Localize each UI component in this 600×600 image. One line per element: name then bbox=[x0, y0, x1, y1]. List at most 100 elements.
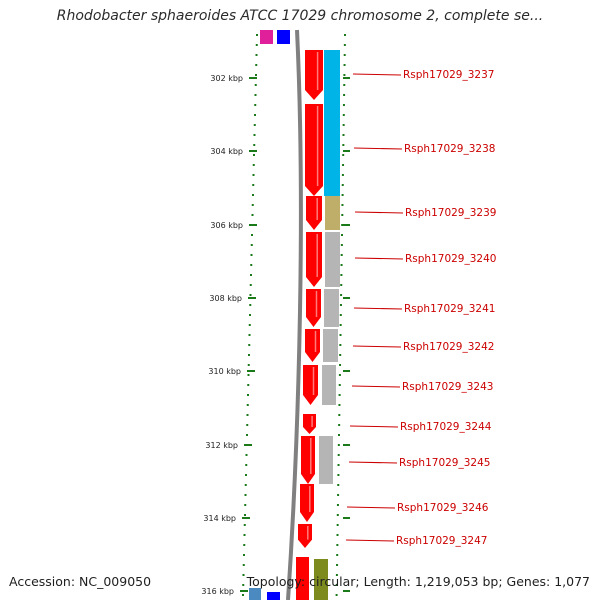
boundary-dot-right bbox=[344, 34, 346, 36]
boundary-dot-left bbox=[243, 534, 246, 536]
gene-label[interactable]: Rsph17029_3243 bbox=[402, 381, 493, 393]
boundary-dot-right bbox=[343, 44, 346, 46]
boundary-dot-left bbox=[242, 594, 244, 596]
boundary-dot-left bbox=[251, 214, 254, 216]
ruler-label: 314 kbp bbox=[203, 514, 236, 523]
boundary-dot-left bbox=[244, 514, 246, 516]
boundary-dot-right bbox=[343, 84, 346, 86]
cog-block[interactable] bbox=[325, 196, 340, 230]
ruler-tick-right bbox=[343, 77, 350, 79]
leader-line bbox=[352, 345, 402, 348]
boundary-dot-left bbox=[246, 434, 248, 436]
boundary-dot-left bbox=[243, 554, 245, 556]
boundary-dot-right bbox=[337, 484, 340, 486]
boundary-dot-left bbox=[243, 524, 246, 526]
boundary-dot-left bbox=[248, 324, 251, 326]
boundary-dot-right bbox=[340, 274, 343, 276]
boundary-dot-right bbox=[338, 374, 341, 376]
gene-arrow-Rsph17029_3239[interactable] bbox=[306, 196, 322, 230]
ruler-tick-right bbox=[343, 150, 350, 152]
gene-label[interactable]: Rsph17029_3239 bbox=[405, 207, 496, 219]
boundary-dot-right bbox=[335, 574, 338, 576]
boundary-dot-right bbox=[338, 404, 341, 406]
boundary-dot-right bbox=[341, 174, 344, 176]
cog-block[interactable] bbox=[325, 232, 340, 287]
boundary-dot-right bbox=[343, 64, 346, 66]
boundary-dot-left bbox=[255, 74, 257, 76]
partial-gene-magenta[interactable] bbox=[260, 30, 273, 44]
ruler-tick-right bbox=[343, 224, 350, 226]
gene-arrow-Rsph17029_3245[interactable] bbox=[301, 436, 315, 484]
cog-block[interactable] bbox=[322, 365, 336, 405]
gene-label[interactable]: Rsph17029_3247 bbox=[396, 535, 487, 547]
gene-label[interactable]: Rsph17029_3237 bbox=[403, 69, 494, 81]
cog-block[interactable] bbox=[324, 104, 340, 196]
gene-label[interactable]: Rsph17029_3242 bbox=[403, 341, 494, 353]
cog-block[interactable] bbox=[319, 436, 333, 484]
partial-gene-red-bottom[interactable] bbox=[296, 557, 309, 600]
boundary-dot-left bbox=[255, 44, 258, 46]
boundary-dot-left bbox=[252, 174, 255, 176]
cog-block[interactable] bbox=[324, 289, 339, 327]
gene-label[interactable]: Rsph17029_3241 bbox=[404, 303, 495, 315]
ruler-tick bbox=[242, 517, 250, 519]
boundary-dot-right bbox=[336, 554, 339, 556]
leader-line bbox=[346, 506, 396, 509]
boundary-dot-right bbox=[340, 244, 343, 246]
gene-arrow-Rsph17029_3237[interactable] bbox=[305, 50, 323, 100]
boundary-dot-left bbox=[248, 344, 251, 346]
gene-arrow-Rsph17029_3240[interactable] bbox=[306, 232, 322, 287]
boundary-dot-right bbox=[339, 304, 342, 306]
partial-gene-steelblue-bottom[interactable] bbox=[249, 588, 261, 600]
boundary-dot-right bbox=[336, 544, 339, 546]
gene-arrow-Rsph17029_3238[interactable] bbox=[305, 104, 323, 196]
gene-label[interactable]: Rsph17029_3244 bbox=[400, 421, 492, 433]
gene-label[interactable]: Rsph17029_3240 bbox=[405, 253, 496, 265]
boundary-dot-right bbox=[342, 104, 345, 106]
boundary-dot-left bbox=[254, 114, 256, 116]
page-title: Rhodobacter sphaeroides ATCC 17029 chrom… bbox=[56, 8, 544, 24]
leader-lines bbox=[345, 73, 404, 542]
partial-gene-blue[interactable] bbox=[277, 30, 290, 44]
gene-label[interactable]: Rsph17029_3238 bbox=[404, 143, 495, 155]
boundary-dot-left bbox=[245, 474, 247, 476]
cog-blocks bbox=[319, 50, 340, 484]
boundary-dot-right bbox=[341, 214, 344, 216]
gene-label[interactable]: Rsph17029_3245 bbox=[399, 457, 490, 469]
boundary-dot-right bbox=[341, 234, 343, 236]
ruler-tick bbox=[249, 150, 257, 152]
boundary-dot-right bbox=[341, 184, 344, 186]
boundary-dot-left bbox=[244, 494, 247, 496]
boundary-dot-left bbox=[246, 404, 249, 406]
boundary-dot-left bbox=[243, 544, 246, 546]
boundary-dot-left bbox=[252, 164, 255, 166]
leader-line bbox=[351, 385, 401, 388]
ruler-tick-right bbox=[343, 444, 350, 446]
boundary-dot-left bbox=[255, 64, 258, 66]
leader-line bbox=[349, 425, 399, 428]
boundary-dot-right bbox=[342, 154, 345, 156]
boundary-dot-right bbox=[337, 494, 340, 496]
boundary-dot-left bbox=[246, 424, 249, 426]
ruler-tick bbox=[249, 224, 257, 226]
boundary-dot-right bbox=[339, 334, 342, 336]
boundary-dot-left bbox=[256, 34, 258, 36]
cog-block[interactable] bbox=[323, 329, 338, 362]
gene-label[interactable]: Rsph17029_3246 bbox=[397, 502, 489, 514]
boundary-dot-right bbox=[335, 584, 338, 586]
cog-block[interactable] bbox=[324, 50, 340, 104]
boundary-dot-right bbox=[337, 444, 340, 446]
boundary-dot-right bbox=[341, 204, 344, 206]
partial-gene-blue-bottom[interactable] bbox=[267, 592, 280, 600]
boundary-dot-right bbox=[339, 344, 342, 346]
leader-line bbox=[353, 147, 403, 150]
ruler-tick-right bbox=[343, 590, 350, 592]
boundary-dot-left bbox=[250, 264, 253, 266]
boundary-dot-left bbox=[251, 234, 253, 236]
boundary-dot-left bbox=[251, 204, 254, 206]
boundary-dot-left bbox=[250, 244, 253, 246]
partial-gene-olive-bottom[interactable] bbox=[314, 559, 328, 600]
boundary-dot-right bbox=[336, 514, 339, 516]
boundary-dot-right bbox=[339, 324, 342, 326]
